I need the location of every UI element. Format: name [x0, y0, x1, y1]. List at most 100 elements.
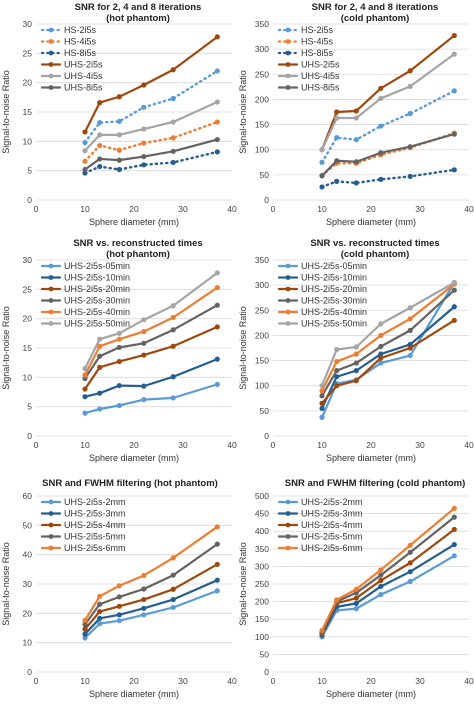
data-point	[97, 336, 103, 342]
data-point	[170, 327, 176, 333]
chart-panel-1: SNR for 2, 4 and 8 iterations (hot phanto…	[0, 0, 237, 236]
x-tick-label: 30	[178, 676, 188, 686]
data-point	[214, 541, 220, 547]
x-axis-label: Sphere diameter (mm)	[326, 689, 416, 699]
legend-label: UHS-2i5s-40min	[64, 307, 130, 317]
x-tick-label: 20	[366, 676, 376, 686]
data-point	[334, 358, 340, 365]
data-point	[407, 569, 413, 575]
data-point	[353, 351, 359, 357]
y-tick-label: 50	[260, 649, 270, 659]
data-point	[82, 365, 88, 372]
series-line	[320, 133, 456, 177]
x-tick-label: 10	[317, 676, 327, 686]
data-point	[116, 94, 122, 100]
data-point	[82, 386, 88, 392]
data-point	[378, 332, 384, 339]
series-line	[320, 305, 456, 410]
chart-title: SNR vs. reconstructed times	[73, 238, 202, 249]
y-tick-label: 15	[23, 343, 33, 353]
y-tick-label: 250	[255, 69, 269, 79]
legend-marker	[48, 85, 54, 90]
legend-marker	[48, 275, 54, 280]
chart-panel-5: SNR and FWHM filtering (hot phantom) 0 10 2…	[0, 472, 237, 708]
y-tick-label: 150	[255, 614, 269, 624]
x-tick-label: 0	[34, 440, 39, 450]
y-tick-label: 40	[23, 550, 33, 560]
data-point	[116, 618, 122, 624]
y-tick-label: 0	[27, 195, 32, 205]
data-point	[116, 344, 122, 351]
x-tick-label: 0	[34, 204, 39, 214]
data-point	[353, 137, 359, 143]
x-axis-label: Sphere diameter (mm)	[89, 453, 179, 463]
data-point	[116, 118, 122, 124]
data-point	[116, 603, 122, 609]
data-point	[378, 176, 384, 182]
y-tick-label: 60	[23, 491, 33, 501]
legend-label: HS-4i5s	[64, 37, 97, 47]
chart-svg: SNR and FWHM filtering (hot phantom) 0 10 2…	[1, 478, 237, 699]
data-point	[407, 144, 413, 150]
data-point	[170, 374, 176, 380]
data-point	[378, 343, 384, 350]
x-axis-label: Sphere diameter (mm)	[89, 689, 179, 699]
x-tick-label: 0	[271, 440, 276, 450]
data-point	[353, 115, 359, 121]
chart-svg: SNR and FWHM filtering (cold phantom) 0 50…	[238, 478, 474, 699]
data-point	[451, 526, 457, 533]
legend-label: UHS-2i5s-05min	[64, 261, 130, 271]
series-line	[320, 554, 456, 638]
chart-title: SNR for 2, 4 and 8 iterations	[312, 2, 439, 13]
chart-panel-4: SNR vs. reconstructed times (cold phantom…	[237, 236, 474, 472]
legend-marker	[285, 286, 291, 292]
data-point	[451, 317, 457, 323]
data-point	[141, 340, 147, 346]
legend-marker	[285, 298, 291, 303]
data-point	[451, 88, 457, 94]
data-point	[353, 595, 359, 601]
legend-label: UHS-2i5s	[301, 60, 340, 70]
data-point	[334, 158, 340, 164]
data-point	[353, 360, 359, 366]
data-point	[97, 100, 103, 106]
y-tick-label: 300	[255, 44, 269, 54]
y-tick-label: 5	[27, 166, 32, 176]
legend-marker	[285, 321, 291, 326]
legend-label: UHS-2i5s-5mm	[64, 532, 126, 542]
x-tick-label: 20	[129, 204, 139, 214]
x-tick-label: 40	[227, 204, 237, 214]
data-point	[141, 82, 147, 88]
y-tick-label: 350	[255, 255, 269, 265]
data-point	[319, 405, 325, 411]
data-point	[170, 395, 176, 401]
legend-marker	[285, 511, 291, 516]
legend-marker	[48, 50, 54, 56]
data-point	[170, 572, 176, 578]
data-point	[116, 583, 122, 589]
data-point	[116, 594, 122, 600]
data-point	[97, 119, 103, 126]
data-point	[378, 577, 384, 584]
y-tick-label: 250	[255, 305, 269, 315]
data-point	[319, 393, 325, 399]
chart-title: SNR vs. reconstructed times	[310, 238, 439, 249]
legend-marker	[285, 522, 291, 528]
series-line	[83, 325, 219, 391]
data-point	[451, 541, 457, 548]
legend-marker	[48, 73, 54, 79]
legend-marker	[285, 275, 291, 280]
series-line	[83, 563, 219, 631]
legend-label: UHS-8i5s	[64, 83, 103, 93]
y-tick-label: 30	[23, 255, 33, 265]
data-point	[170, 303, 176, 309]
legend-marker	[285, 499, 291, 505]
y-tick-label: 100	[255, 381, 269, 391]
y-tick-label: 50	[260, 406, 270, 416]
y-tick-label: 150	[255, 120, 269, 130]
series-line	[83, 120, 219, 163]
legend-marker	[48, 522, 54, 528]
x-tick-label: 30	[415, 440, 425, 450]
data-point	[451, 304, 457, 310]
data-point	[82, 139, 88, 146]
